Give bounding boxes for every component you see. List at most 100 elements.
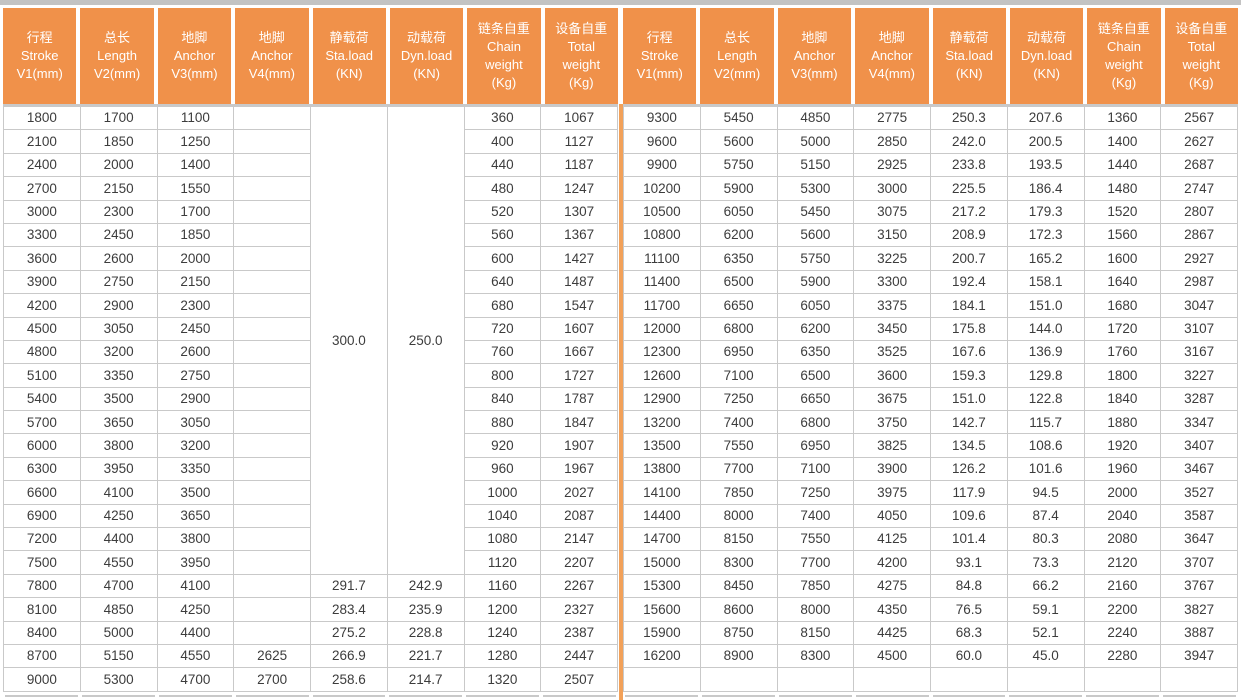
data-cell-length: 6500 <box>699 269 778 295</box>
header-underline <box>623 104 1238 106</box>
header-line: Chain <box>1106 39 1141 54</box>
data-cell-total-weight: 2687 <box>1160 152 1238 178</box>
data-cell-chain-weight: 1640 <box>1083 269 1162 295</box>
data-cell-length: 6200 <box>699 222 778 248</box>
table-row: 1800 1700 1100 300.0 250.0 360 1067 <box>3 105 618 575</box>
data-cell-chain-weight: 800 <box>463 363 542 388</box>
header-line: 静载荷 <box>949 30 989 45</box>
data-cell-stroke: 10800 <box>623 222 701 248</box>
data-cell-chain-weight: 920 <box>463 433 542 458</box>
data-cell-sta-load <box>930 667 1008 692</box>
data-cell-anchor-v3: 7700 <box>776 550 855 575</box>
data-cell-total-weight: 3287 <box>1160 386 1238 412</box>
spec-table-left: 行程 Stroke V1(mm) 总长 Length V2(mm) 地脚 Anchor V3(m… <box>3 8 618 700</box>
data-cell-chain-weight: 1480 <box>1083 176 1162 201</box>
clipped-next-row <box>3 694 618 700</box>
data-cell-total-weight: 1547 <box>540 293 618 318</box>
data-cell-stroke: 12000 <box>623 316 701 341</box>
header-line: 设备自重 <box>555 21 608 36</box>
table-row: 12900 7250 6650 3675 151.0 122.8 1840 3287 <box>623 386 1238 412</box>
data-cell-stroke: 12900 <box>623 386 701 412</box>
data-cell-length: 5600 <box>699 129 778 154</box>
data-cell-dyn-load: 136.9 <box>1006 339 1085 365</box>
data-cell-length: 7250 <box>699 386 778 412</box>
table-row: 7500 4550 3950 1120 2207 <box>3 550 618 575</box>
data-cell-chain-weight: 520 <box>463 199 542 224</box>
data-cell-dyn-load: 87.4 <box>1006 503 1085 529</box>
data-cell-length: 3800 <box>79 433 158 458</box>
data-cell-anchor-v4: 3975 <box>853 480 931 505</box>
data-cell-anchor-v4 <box>233 480 311 505</box>
clipped-cell-top-border <box>312 694 386 700</box>
data-cell-chain-weight: 1560 <box>1083 222 1162 248</box>
data-cell-chain-weight: 2240 <box>1083 620 1162 645</box>
data-cell-length: 2000 <box>79 152 158 178</box>
data-cell-stroke: 7200 <box>3 527 81 552</box>
table-row: 12000 6800 6200 3450 175.8 144.0 1720 3107 <box>623 316 1238 341</box>
table-row: 14100 7850 7250 3975 117.9 94.5 2000 3527 <box>623 480 1238 505</box>
header-line: (KN) <box>1033 66 1060 81</box>
data-cell-anchor-v4: 3750 <box>853 410 931 435</box>
data-cell-total-weight: 2987 <box>1160 269 1238 295</box>
data-cell-stroke: 11700 <box>623 293 701 318</box>
column-header-anchor-v4: 地脚 Anchor V4(mm) <box>855 8 929 104</box>
header-line: Length <box>97 48 137 63</box>
data-cell-anchor-v3: 2750 <box>156 363 235 388</box>
data-cell-chain-weight: 440 <box>463 152 542 178</box>
data-cell-dyn-load: 108.6 <box>1006 433 1085 458</box>
data-cell-total-weight: 3527 <box>1160 480 1238 505</box>
data-cell-anchor-v4: 3675 <box>853 386 931 412</box>
header-line: 地脚 <box>181 30 208 45</box>
data-cell-total-weight: 3167 <box>1160 339 1238 365</box>
data-cell-sta-load: 109.6 <box>930 503 1008 529</box>
data-cell-dyn-load: 94.5 <box>1006 480 1085 505</box>
data-cell-dyn-load: 66.2 <box>1006 573 1085 599</box>
column-header-stroke: 行程 Stroke V1(mm) <box>3 8 77 104</box>
data-cell-anchor-v3: 3800 <box>156 527 235 552</box>
data-cell-chain-weight: 600 <box>463 246 542 271</box>
column-header-anchor-v4: 地脚 Anchor V4(mm) <box>235 8 309 104</box>
data-cell-stroke: 2700 <box>3 176 81 201</box>
table-row: 6600 4100 3500 1000 2027 <box>3 480 618 505</box>
data-cell-anchor-v3: 2000 <box>156 246 235 271</box>
data-cell-sta-load: 275.2 <box>310 620 388 645</box>
data-cell-chain-weight: 1400 <box>1083 129 1162 154</box>
data-cell-sta-load: 250.3 <box>930 105 1008 131</box>
header-line: Dyn.load <box>1020 48 1073 63</box>
header-line: Total <box>567 39 596 54</box>
data-cell-total-weight: 3467 <box>1160 456 1238 482</box>
header-line: (Kg) <box>1111 75 1137 90</box>
table-row: 4800 3200 2600 760 1667 <box>3 339 618 365</box>
data-cell-sta-load: 151.0 <box>930 386 1008 412</box>
table-row: 11100 6350 5750 3225 200.7 165.2 1600 2927 <box>623 246 1238 271</box>
data-cell-sta-load: 258.6 <box>310 667 388 692</box>
data-cell-stroke: 11400 <box>623 269 701 295</box>
table-row: 10200 5900 5300 3000 225.5 186.4 1480 2747 <box>623 176 1238 201</box>
data-cell-anchor-v3: 3200 <box>156 433 235 458</box>
data-cell-sta-load: 266.9 <box>310 643 388 669</box>
data-cell-anchor-v3: 2900 <box>156 386 235 412</box>
data-cell-total-weight: 1427 <box>540 246 618 271</box>
clipped-cell-top-border <box>1163 694 1236 700</box>
data-cell-chain-weight: 400 <box>463 129 542 154</box>
data-cell-stroke: 5100 <box>3 363 81 388</box>
data-cell-anchor-v3: 3650 <box>156 503 235 529</box>
column-header-dyn-load: 动载荷 Dyn.load (KN) <box>389 8 464 104</box>
data-cell-length: 7700 <box>699 456 778 482</box>
data-cell-chain-weight: 640 <box>463 269 542 295</box>
data-cell-stroke: 7800 <box>3 573 81 599</box>
data-cell-chain-weight: 880 <box>463 410 542 435</box>
data-cell-chain-weight: 360 <box>463 105 542 131</box>
data-cell-stroke: 3600 <box>3 246 81 271</box>
data-cell-stroke: 9000 <box>3 667 81 692</box>
header-line: 静载荷 <box>329 30 369 45</box>
table-row: 5400 3500 2900 840 1787 <box>3 386 618 412</box>
data-cell-sta-load: 142.7 <box>930 410 1008 435</box>
clipped-cell-top-border <box>543 694 616 700</box>
data-cell-chain-weight: 1080 <box>463 527 542 552</box>
data-cell-stroke: 14100 <box>623 480 701 505</box>
data-cell-length: 5000 <box>79 620 158 645</box>
column-header-anchor-v3: 地脚 Anchor V3(mm) <box>157 8 232 104</box>
data-cell-sta-load: 159.3 <box>930 363 1008 388</box>
table-row: 8100 4850 4250 283.4 235.9 1200 2327 <box>3 597 618 622</box>
